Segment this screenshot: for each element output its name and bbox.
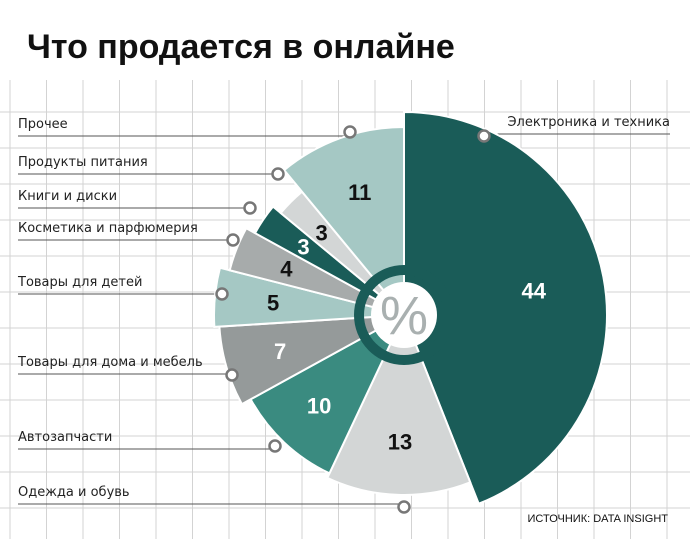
- center-hole: [371, 282, 437, 348]
- slice-value-label: 44: [521, 278, 546, 303]
- category-label: Книги и диски: [18, 189, 117, 204]
- slice-value-label: 3: [297, 235, 309, 260]
- leader-dot-marker: [225, 368, 239, 382]
- category-label: Одежда и обувь: [18, 485, 130, 500]
- leader-markers: [215, 125, 491, 514]
- category-label: Косметика и парфюмерия: [18, 221, 198, 236]
- slice-value-label: 10: [307, 393, 331, 418]
- leader-dot-marker: [243, 201, 257, 215]
- leader-dot-marker: [215, 287, 229, 301]
- leader-dot-marker: [397, 500, 411, 514]
- leader-dot-marker: [268, 439, 282, 453]
- pie-slices: [213, 110, 608, 506]
- category-labels: Электроника и техника Одежда и обувь Автоз…: [17, 115, 670, 500]
- leader-dot-marker: [271, 167, 285, 181]
- leader-lines: [18, 133, 670, 505]
- pie-slice: [282, 125, 405, 318]
- category-label: Электроника и техника: [507, 115, 670, 130]
- category-label: Товары для дома и мебель: [17, 355, 203, 370]
- category-label: Продукты питания: [18, 155, 148, 170]
- slice-value-label: 7: [274, 339, 286, 364]
- leader-dot-marker: [477, 129, 491, 143]
- pie-slice: [403, 110, 608, 506]
- slice-value-label: 5: [267, 291, 279, 316]
- slice-value-label: 13: [388, 429, 412, 454]
- category-label: Автозапчасти: [18, 430, 112, 445]
- category-label: Прочее: [18, 117, 68, 132]
- slice-value-label: 3: [315, 221, 327, 246]
- center-ring: [354, 265, 454, 365]
- leader-dot-marker: [343, 125, 357, 139]
- pie-slice: [249, 312, 407, 475]
- pie-slice: [326, 312, 472, 496]
- center-percent-label: %: [380, 286, 428, 346]
- slice-value-label: 11: [348, 180, 371, 205]
- source-note: ИСТОЧНИК: DATA INSIGHT: [528, 513, 669, 525]
- leader-dot-marker: [226, 233, 240, 247]
- slice-value-label: 4: [280, 256, 293, 281]
- title-band: [0, 0, 690, 80]
- chart-title: Что продается в онлайне: [27, 28, 455, 66]
- category-label: Товары для детей: [17, 275, 142, 290]
